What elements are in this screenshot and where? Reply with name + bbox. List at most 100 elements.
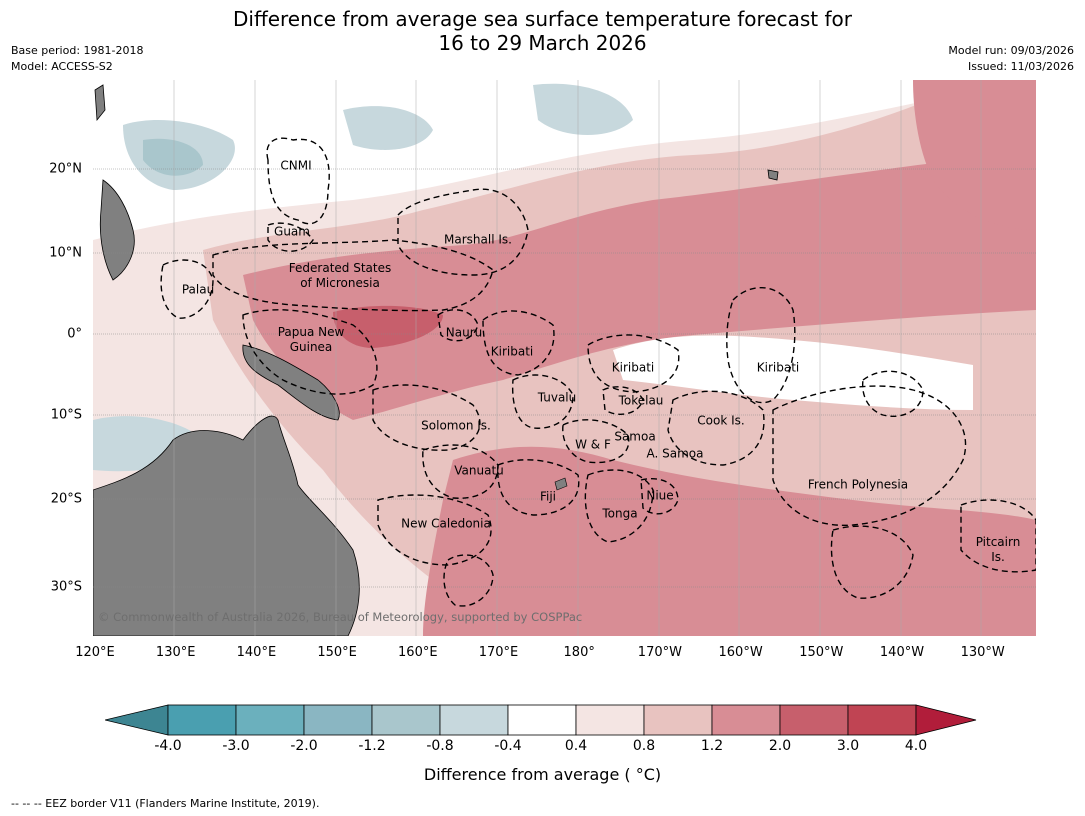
copyright-text: © Commonwealth of Australia 2026, Bureau… <box>98 610 583 624</box>
eez-fsm <box>212 239 494 312</box>
anomaly-region-cool-2 <box>343 106 433 150</box>
y-tick-label: 10°N <box>49 245 82 261</box>
colorbar-under-extension <box>105 704 169 736</box>
colorbar-tick-label: 0.4 <box>564 738 588 754</box>
eez-niue <box>640 478 679 515</box>
colorbar-segment <box>711 704 781 736</box>
label-guam: Guam <box>274 224 310 239</box>
colorbar-tick-label: 1.2 <box>700 738 724 754</box>
label-pitcairn-line1: Pitcairn <box>975 535 1021 549</box>
label-kiribati-west: Kiribati <box>490 344 534 359</box>
colorbar-segment <box>779 704 849 736</box>
colorbar-tick-label: 3.0 <box>836 738 860 754</box>
colorbar-segment <box>439 704 509 736</box>
eez-frpoly <box>772 385 967 527</box>
y-tick-label: 0° <box>67 326 82 342</box>
x-tick-label: 150°W <box>799 645 844 660</box>
label-fsm-line2: of Micronesia <box>300 276 380 290</box>
philippines-landmass <box>99 179 135 281</box>
label-samoa: Samoa <box>614 429 656 444</box>
label-tonga: Tonga <box>602 506 638 521</box>
australia-landmass <box>93 415 360 636</box>
eez-marshall <box>397 188 529 276</box>
eez-frpoly-marquesas <box>861 370 924 417</box>
colorbar-tick-label: 2.0 <box>768 738 792 754</box>
anomaly-region-neutral-1 <box>613 335 973 410</box>
x-tick-label: 170°E <box>478 645 519 660</box>
label-fiji: Fiji <box>539 489 557 504</box>
eez-fiji <box>497 459 580 516</box>
eez-cnmi <box>266 137 330 225</box>
footer-legend-note: -- -- -- EEZ border V11 (Flanders Marine… <box>11 797 320 810</box>
hawaii-landmass <box>767 169 779 181</box>
eez-norfolk <box>443 554 494 607</box>
x-tick-label: 160°W <box>718 645 763 660</box>
label-wf: W & F <box>575 437 611 452</box>
label-tuvalu: Tuvalu <box>537 390 577 405</box>
eez-tokelau <box>602 386 644 416</box>
colorbar-segment <box>507 704 577 736</box>
label-vanuatu: Vanuatu <box>454 463 504 478</box>
label-fsm: Federated States of Micronesia <box>289 261 391 291</box>
chart-title-line1: Difference from average sea surface temp… <box>232 7 852 31</box>
colorbar-segment <box>643 704 713 736</box>
label-fsm-line1: Federated States <box>288 261 392 275</box>
colorbar-tick-label: -0.4 <box>494 738 522 754</box>
eez-kiribati-phoenix <box>587 334 680 393</box>
label-new-caledonia: New Caledonia <box>401 516 491 531</box>
label-tokelau: Tokelau <box>618 393 664 408</box>
label-nauru: Nauru <box>445 325 483 340</box>
fiji-landmass <box>554 477 568 491</box>
colorbar-segment <box>167 704 237 736</box>
x-tick-label: 180° <box>563 645 595 660</box>
eez-cook <box>667 390 765 466</box>
colorbar-segment <box>575 704 645 736</box>
colorbar <box>105 704 977 736</box>
eez-tuvalu <box>511 374 574 429</box>
x-tick-label: 120°E <box>75 645 115 660</box>
anomaly-region-cool-3 <box>533 83 633 135</box>
eez-palau <box>160 259 214 319</box>
colorbar-segment <box>847 704 917 736</box>
label-kiribati-central: Kiribati <box>611 360 655 375</box>
model-run-text: Model run: 09/03/2026 <box>948 44 1074 57</box>
eez-nauru <box>437 309 479 342</box>
y-tick-label: 20°N <box>49 161 82 177</box>
eez-vanuatu <box>422 444 499 499</box>
eez-tonga <box>584 469 654 543</box>
x-tick-label: 170°W <box>637 645 682 660</box>
colorbar-segment <box>371 704 441 736</box>
chart-title-line2: 16 to 29 March 2026 <box>438 31 647 55</box>
label-png: Papua New Guinea <box>278 325 345 355</box>
x-tick-label: 140°W <box>879 645 925 660</box>
anomaly-region-cool-core <box>143 138 203 176</box>
colorbar-tick-label: -1.2 <box>358 738 386 754</box>
eez-wf-samoa <box>562 419 630 464</box>
eez-solomon <box>372 384 481 451</box>
label-png-line2: Guinea <box>289 340 333 354</box>
x-tick-label: 140°E <box>236 645 277 660</box>
colorbar-segment <box>303 704 373 736</box>
eez-kiribati-gilbert <box>482 310 555 376</box>
png-landmass <box>242 344 340 421</box>
eez-austral <box>830 525 914 599</box>
x-tick-label: 130°W <box>960 645 1005 660</box>
colorbar-tick-label: -2.0 <box>290 738 318 754</box>
taiwan-landmass <box>94 84 106 122</box>
x-tick-label: 150°E <box>317 645 357 660</box>
label-american-samoa: A. Samoa <box>646 446 704 461</box>
colorbar-segment <box>235 704 305 736</box>
colorbar-title: Difference from average ( °C) <box>423 765 662 784</box>
y-tick-label: 20°S <box>50 491 82 507</box>
base-period-text: Base period: 1981-2018 <box>11 44 144 57</box>
label-solomon: Solomon Is. <box>421 418 491 433</box>
eez-guam <box>267 222 314 252</box>
anomaly-region-strong-core <box>333 305 443 348</box>
eez-pitcairn <box>960 499 1036 573</box>
label-cnmi: CNMI <box>280 158 312 173</box>
x-tick-label: 160°E <box>398 645 438 660</box>
graticule <box>93 80 1036 636</box>
colorbar-tick-label: 4.0 <box>904 738 928 754</box>
meta-right: Model run: 09/03/2026 Issued: 11/03/2026 <box>948 43 1074 75</box>
anomaly-region-warm-equatorial <box>243 150 1036 420</box>
